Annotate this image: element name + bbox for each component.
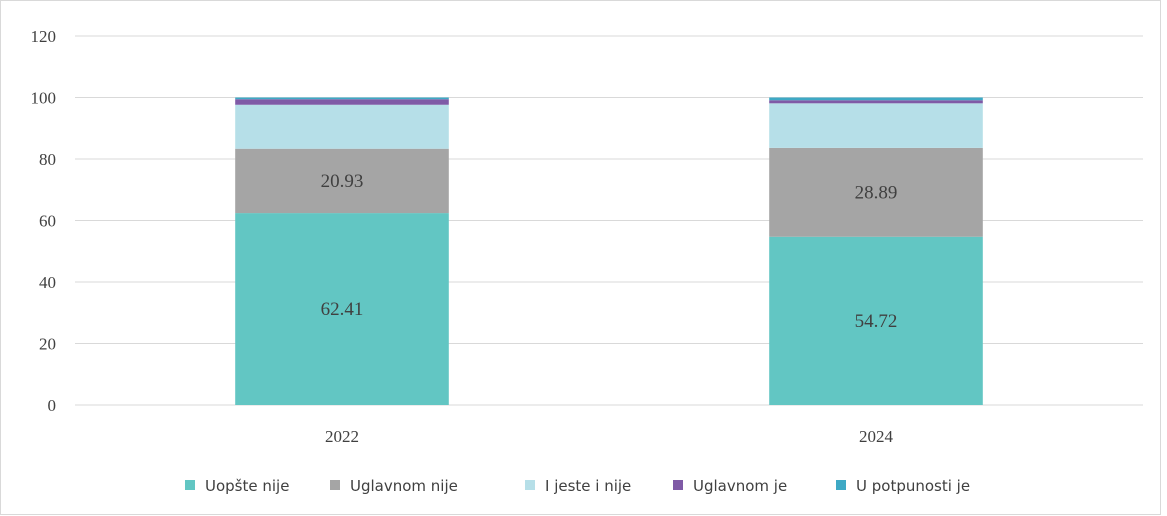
bar-segment	[235, 213, 449, 405]
y-tick-label: 80	[39, 150, 56, 169]
legend-label: Uopšte nije	[205, 477, 289, 495]
data-label: 28.89	[855, 182, 898, 203]
y-tick-label: 0	[48, 396, 57, 415]
legend-label: I jeste i nije	[545, 477, 631, 495]
data-label: 20.93	[321, 171, 364, 192]
y-tick-label: 20	[39, 335, 56, 354]
legend-swatch	[330, 480, 340, 490]
bar-segment	[769, 236, 983, 405]
bar-segment	[769, 97, 983, 101]
data-label: 62.41	[321, 299, 364, 320]
bar-segment	[235, 148, 449, 214]
bar-segment	[235, 104, 449, 149]
legend-label: Uglavnom je	[693, 477, 787, 495]
legend-swatch	[185, 480, 195, 490]
bar-segment	[235, 99, 449, 105]
y-tick-label: 100	[31, 89, 57, 108]
bar-segment	[769, 147, 983, 237]
bar-segment	[769, 103, 983, 148]
x-tick-label: 2022	[325, 427, 359, 446]
data-label: 54.72	[855, 311, 898, 332]
legend-label: Uglavnom nije	[350, 477, 458, 495]
y-tick-label: 60	[39, 212, 56, 231]
legend-label: U potpunosti je	[856, 477, 970, 495]
bar-segment	[235, 97, 449, 100]
y-tick-label: 120	[31, 27, 57, 46]
bar-segment	[769, 100, 983, 104]
legend-swatch	[836, 480, 846, 490]
legend-swatch	[673, 480, 683, 490]
y-tick-label: 40	[39, 273, 56, 292]
x-tick-label: 2024	[859, 427, 894, 446]
legend-swatch	[525, 480, 535, 490]
